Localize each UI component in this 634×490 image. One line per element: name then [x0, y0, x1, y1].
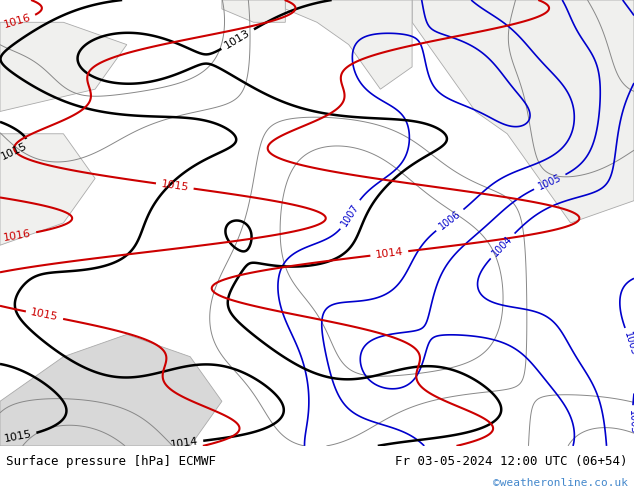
Text: Fr 03-05-2024 12:00 UTC (06+54): Fr 03-05-2024 12:00 UTC (06+54)	[395, 455, 628, 468]
Text: 1007: 1007	[339, 201, 361, 228]
Text: 1006: 1006	[437, 209, 463, 232]
Polygon shape	[0, 22, 127, 112]
Polygon shape	[412, 0, 634, 223]
Polygon shape	[0, 334, 222, 446]
Polygon shape	[0, 134, 95, 245]
Text: 1013: 1013	[223, 27, 252, 50]
Text: 1014: 1014	[375, 247, 404, 260]
Text: 1014: 1014	[170, 436, 199, 450]
Text: ©weatheronline.co.uk: ©weatheronline.co.uk	[493, 478, 628, 489]
Polygon shape	[285, 0, 412, 89]
Text: 1015: 1015	[30, 308, 59, 323]
Text: Surface pressure [hPa] ECMWF: Surface pressure [hPa] ECMWF	[6, 455, 216, 468]
Text: 1015: 1015	[3, 429, 32, 444]
Text: 1015: 1015	[0, 140, 29, 161]
Polygon shape	[222, 0, 285, 22]
Text: 1015: 1015	[160, 179, 190, 193]
Text: 1003: 1003	[627, 410, 634, 435]
Text: 1016: 1016	[3, 12, 32, 30]
Text: 1016: 1016	[3, 228, 32, 243]
Text: 1004: 1004	[491, 234, 515, 258]
Text: 1003: 1003	[623, 331, 634, 357]
Text: 1005: 1005	[536, 172, 563, 192]
